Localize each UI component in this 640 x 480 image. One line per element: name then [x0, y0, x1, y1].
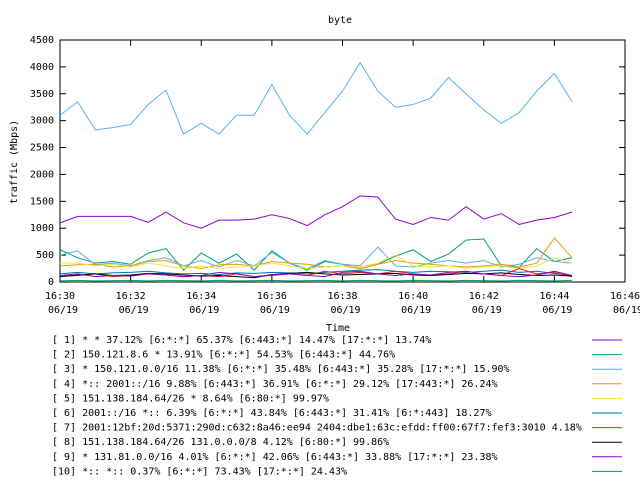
series-line — [60, 254, 573, 270]
series-line — [59, 279, 573, 282]
y-tick-label: 4500 — [30, 35, 54, 46]
series-line — [59, 270, 573, 278]
plot-border — [59, 39, 626, 283]
legend-label: [ 3] * 150.121.0.0/16 11.38% [6:*:*] 35.… — [52, 364, 510, 375]
series-line — [59, 61, 573, 135]
x-tick-label: 16:30 06/19 — [42, 291, 78, 316]
x-tick-label: 16:40 06/19 — [395, 291, 431, 316]
series-line — [59, 246, 573, 270]
legend-label: [ 6] 2001::/16 *:: 6.39% [6:*:*] 43.84% … — [52, 408, 492, 419]
x-tick-label: 16:36 06/19 — [254, 291, 290, 316]
series-line — [59, 237, 573, 270]
x-tick-label: 16:34 06/19 — [183, 291, 219, 316]
legend-label: [ 4] *:: 2001::/16 9.88% [6:443:*] 36.91… — [52, 379, 498, 390]
legend-label: [ 2] 150.121.8.6 * 13.91% [6:*:*] 54.53%… — [52, 350, 395, 361]
legend-label: [ 8] 151.138.184.64/26 131.0.0.0/8 4.12%… — [52, 437, 389, 448]
series-line — [59, 195, 573, 229]
legend-label: [ 9] * 131.81.0.0/16 4.01% [6:*:*] 42.06… — [52, 452, 498, 463]
legend-label: [ 7] 2001:12bf:20d:5371:290d:c632:8a46:e… — [52, 423, 582, 434]
y-tick-label: 3500 — [30, 89, 54, 100]
y-tick-label: 500 — [36, 250, 54, 261]
x-tick-label: 16:46 06/19 — [607, 291, 640, 316]
x-tick-label: 16:44 06/19 — [536, 291, 572, 316]
y-tick-label: 4000 — [30, 62, 54, 73]
legend-label: [ 1] * * 37.12% [6:*:*] 65.37% [6:443:*]… — [52, 335, 431, 346]
x-tick-label: 16:42 06/19 — [466, 291, 502, 316]
y-tick-label: 0 — [48, 277, 54, 288]
y-tick-label: 3000 — [30, 116, 54, 127]
y-tick-label: 1000 — [30, 223, 54, 234]
chart-title: byte — [328, 15, 352, 26]
legend-label: [10] *:: *:: 0.37% [6:*:*] 73.43% [17:*:… — [52, 466, 347, 477]
x-tick-label: 16:32 06/19 — [113, 291, 149, 316]
y-tick-label: 2000 — [30, 169, 54, 180]
y-tick-label: 1500 — [30, 196, 54, 207]
y-axis-label: traffic (Mbps) — [9, 120, 20, 204]
legend-label: [ 5] 151.138.184.64/26 * 8.64% [6:80:*] … — [52, 393, 329, 404]
x-tick-label: 16:38 06/19 — [324, 291, 360, 316]
y-tick-label: 2500 — [30, 143, 54, 154]
x-axis-label: Time — [326, 323, 350, 334]
